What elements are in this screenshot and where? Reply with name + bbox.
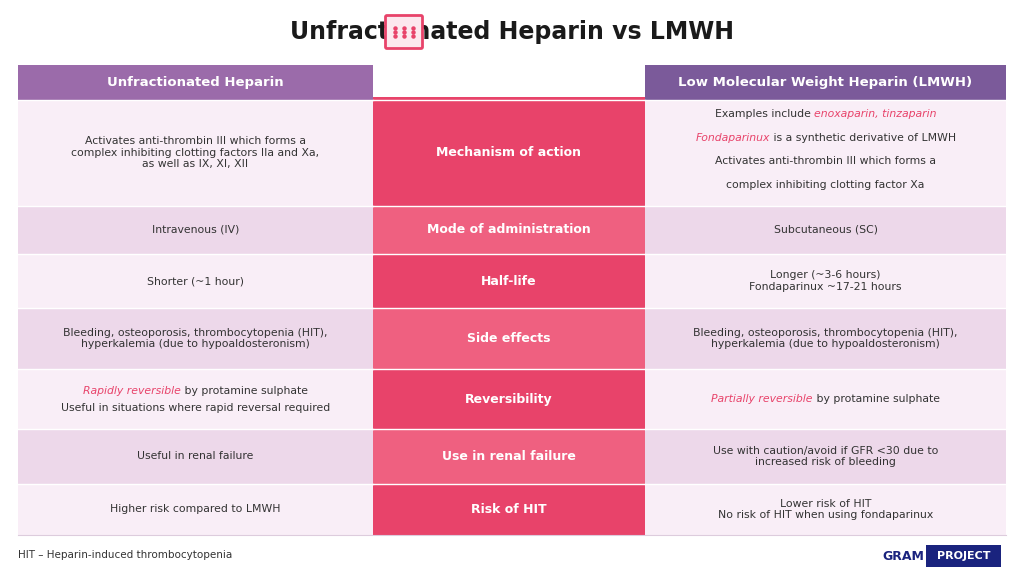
Text: PROJECT: PROJECT <box>937 551 990 561</box>
Bar <box>645 100 1006 206</box>
Text: enoxaparin, tinzaparin: enoxaparin, tinzaparin <box>814 109 936 119</box>
Text: Activates anti-thrombin III which forms a: Activates anti-thrombin III which forms … <box>715 156 936 166</box>
Text: GRAM: GRAM <box>882 550 924 563</box>
Bar <box>645 206 1006 254</box>
Bar <box>18 308 373 369</box>
Bar <box>373 429 645 484</box>
Bar <box>373 254 645 308</box>
Bar <box>645 65 1006 100</box>
Text: Useful in situations where rapid reversal required: Useful in situations where rapid reversa… <box>60 403 330 412</box>
Bar <box>373 65 645 100</box>
Bar <box>18 484 373 535</box>
Text: Partially reversible: Partially reversible <box>712 394 813 404</box>
Bar <box>373 206 645 254</box>
Text: Rapidly reversible: Rapidly reversible <box>83 385 181 396</box>
Text: Reversibility: Reversibility <box>465 393 553 406</box>
Text: Low Molecular Weight Heparin (LMWH): Low Molecular Weight Heparin (LMWH) <box>679 76 973 89</box>
Bar <box>645 308 1006 369</box>
Bar <box>18 254 373 308</box>
Bar <box>645 484 1006 535</box>
Bar <box>18 429 373 484</box>
Bar <box>373 100 645 206</box>
Bar <box>18 206 373 254</box>
Bar <box>373 369 645 429</box>
Text: Half-life: Half-life <box>481 275 537 288</box>
Bar <box>18 100 373 206</box>
Bar <box>373 484 645 535</box>
Text: Bleeding, osteoporosis, thrombocytopenia (HIT),
hyperkalemia (due to hypoaldoste: Bleeding, osteoporosis, thrombocytopenia… <box>693 328 957 350</box>
Text: Lower risk of HIT
No risk of HIT when using fondaparinux: Lower risk of HIT No risk of HIT when us… <box>718 498 933 520</box>
Text: complex inhibiting clotting factor Xa: complex inhibiting clotting factor Xa <box>726 180 925 190</box>
Bar <box>18 369 373 429</box>
Text: by protamine sulphate: by protamine sulphate <box>813 394 940 404</box>
Text: Mechanism of action: Mechanism of action <box>436 146 582 160</box>
Bar <box>373 308 645 369</box>
Text: Subcutaneous (SC): Subcutaneous (SC) <box>773 225 878 235</box>
Bar <box>645 254 1006 308</box>
Text: Unfractionated Heparin vs LMWH: Unfractionated Heparin vs LMWH <box>290 20 734 44</box>
Text: by protamine sulphate: by protamine sulphate <box>181 385 308 396</box>
Text: Risk of HIT: Risk of HIT <box>471 503 547 516</box>
Text: Use in renal failure: Use in renal failure <box>442 450 575 463</box>
Bar <box>645 369 1006 429</box>
Text: Higher risk compared to LMWH: Higher risk compared to LMWH <box>111 505 281 514</box>
Text: Shorter (~1 hour): Shorter (~1 hour) <box>147 276 244 286</box>
Text: Side effects: Side effects <box>467 332 551 345</box>
Text: HIT – Heparin-induced thrombocytopenia: HIT – Heparin-induced thrombocytopenia <box>18 550 232 560</box>
FancyBboxPatch shape <box>385 16 423 48</box>
Text: Useful in renal failure: Useful in renal failure <box>137 452 254 461</box>
Bar <box>18 65 373 100</box>
Text: Longer (~3-6 hours)
Fondaparinux ~17-21 hours: Longer (~3-6 hours) Fondaparinux ~17-21 … <box>750 271 902 292</box>
Text: is a synthetic derivative of LMWH: is a synthetic derivative of LMWH <box>770 132 955 143</box>
Text: Intravenous (IV): Intravenous (IV) <box>152 225 240 235</box>
Text: Unfractionated Heparin: Unfractionated Heparin <box>108 76 284 89</box>
Bar <box>645 429 1006 484</box>
Bar <box>926 545 1001 567</box>
Text: Bleeding, osteoporosis, thrombocytopenia (HIT),
hyperkalemia (due to hypoaldoste: Bleeding, osteoporosis, thrombocytopenia… <box>63 328 328 350</box>
Text: Use with caution/avoid if GFR <30 due to
increased risk of bleeding: Use with caution/avoid if GFR <30 due to… <box>713 446 938 467</box>
Text: Mode of administration: Mode of administration <box>427 223 591 236</box>
Text: Fondaparinux: Fondaparinux <box>695 132 770 143</box>
Text: Examples include: Examples include <box>715 109 814 119</box>
Text: Activates anti-thrombin III which forms a
complex inhibiting clotting factors II: Activates anti-thrombin III which forms … <box>72 137 319 169</box>
Bar <box>373 97 645 100</box>
